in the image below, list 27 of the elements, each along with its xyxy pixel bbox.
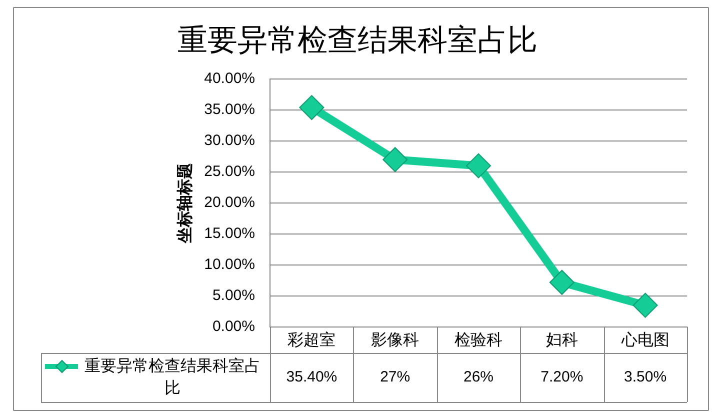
legend-label: 重要异常检查结果科室占比 [84, 356, 260, 397]
x-tick-label: 彩超室 [288, 331, 336, 350]
point [299, 95, 324, 120]
y-tick-label: 15.00% [204, 225, 255, 242]
point [466, 153, 491, 178]
point [382, 147, 408, 172]
chart-title: 重要异常检查结果科室占比 [178, 24, 538, 57]
data-label: 7.20% [540, 368, 584, 386]
x-tick-label: 影像科 [371, 331, 420, 350]
data-label: 26% [463, 368, 494, 386]
x-tick-label: 心电图 [620, 331, 670, 350]
y-tick-label: 0.00% [212, 318, 255, 336]
data-label: 27% [380, 368, 410, 386]
y-tick-label: 25.00% [204, 163, 255, 180]
y-tick-label: 10.00% [204, 256, 255, 274]
y-tick-label: 20.00% [204, 194, 255, 212]
y-tick-label: 5.00% [212, 287, 255, 304]
data-label: 3.50% [624, 368, 667, 386]
point [549, 270, 574, 295]
x-tick-label: 妇科 [546, 331, 578, 350]
x-tick-label: 检验科 [454, 331, 502, 350]
data-label: 35.40% [286, 368, 338, 386]
y-axis-title: 坐标轴标题 [176, 163, 194, 244]
y-tick-label: 30.00% [204, 132, 255, 150]
y-tick-label: 35.00% [204, 101, 255, 118]
point [632, 292, 658, 318]
y-tick-label: 40.00% [204, 70, 255, 88]
